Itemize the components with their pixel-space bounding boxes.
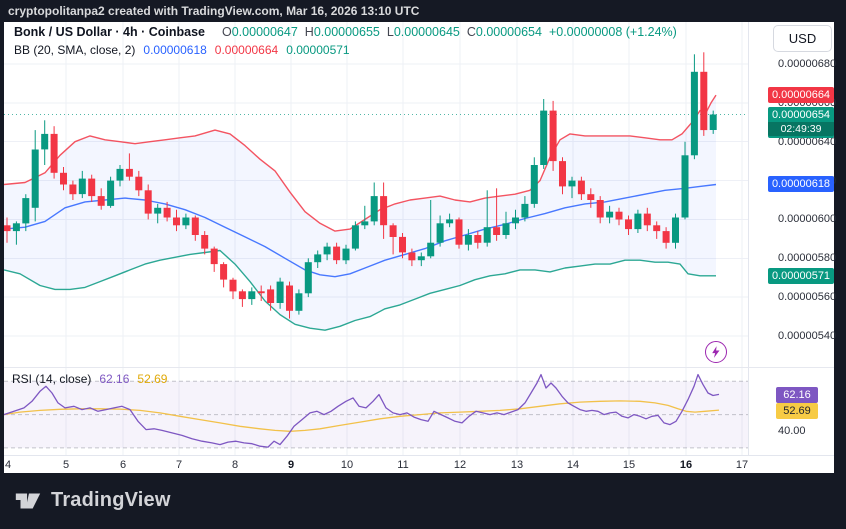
time-axis-label: 10 <box>340 459 354 471</box>
currency-unit-label: USD <box>788 31 817 46</box>
tradingview-brand[interactable]: TradingView <box>13 485 171 515</box>
time-axis-label: 12 <box>453 459 467 471</box>
tradingview-logo-text: TradingView <box>51 488 171 511</box>
price-axis[interactable]: 0.000006800.000006600.000006400.00000620… <box>748 22 837 455</box>
chart-plot-area[interactable] <box>4 22 748 455</box>
rsi-series-rsi <box>4 373 720 448</box>
time-axis-label: 15 <box>622 459 636 471</box>
pane-divider[interactable] <box>4 367 834 368</box>
tradingview-logo-icon <box>15 493 41 509</box>
rsi-value-badge: 62.16 <box>776 387 818 403</box>
time-axis-label: 6 <box>119 459 127 471</box>
countdown-timer: 02:49:39 <box>768 122 834 136</box>
attribution-text: cryptopolitanpa2 created with TradingVie… <box>8 4 420 18</box>
time-axis-label: 13 <box>510 459 524 471</box>
price-badge-bb-basis: 0.00000618 <box>768 176 834 192</box>
instant-trading-button[interactable] <box>705 341 727 363</box>
time-axis-label: 9 <box>287 459 295 471</box>
currency-unit-button[interactable]: USD <box>773 25 832 52</box>
bb-lower-line <box>4 249 716 331</box>
price-axis-label: 0.00000680 <box>778 58 837 70</box>
candles-layer <box>4 52 717 319</box>
rsi-series-ma <box>4 400 720 432</box>
price-axis-label: 0.00000580 <box>778 252 837 264</box>
time-axis-label: 16 <box>679 459 693 471</box>
time-axis-label: 14 <box>566 459 580 471</box>
rsi-ma-badge: 52.69 <box>776 403 818 419</box>
price-badge-bb-upper: 0.00000664 <box>768 87 834 103</box>
bb-upper-line <box>4 94 717 232</box>
price-axis-label: 0.00000600 <box>778 213 837 225</box>
price-axis-label: 0.00000560 <box>778 291 837 303</box>
time-axis-label: 7 <box>175 459 183 471</box>
time-axis[interactable]: 4 5 6 7 8 9 10 11 12 13 14 15 16 17 <box>4 455 834 474</box>
price-axis-label: 0.00000540 <box>778 330 837 342</box>
time-axis-label: 11 <box>397 459 409 471</box>
time-axis-label: 17 <box>735 459 749 471</box>
grid-layer <box>4 22 748 455</box>
lightning-icon <box>712 346 720 358</box>
bottom-bar <box>0 473 846 529</box>
time-axis-label: 8 <box>231 459 239 471</box>
top-attribution-bar: cryptopolitanpa2 created with TradingVie… <box>0 0 846 22</box>
time-axis-label: 4 <box>4 459 12 471</box>
time-axis-label: 5 <box>62 459 70 471</box>
rsi-axis-label: 40.00 <box>778 425 806 437</box>
bb-fill <box>4 95 716 331</box>
price-axis-label: 0.00000640 <box>778 136 837 148</box>
price-badge-last-price: 0.00000654 02:49:39 <box>768 107 834 138</box>
price-badge-bb-lower: 0.00000571 <box>768 268 834 284</box>
right-edge <box>834 0 846 529</box>
